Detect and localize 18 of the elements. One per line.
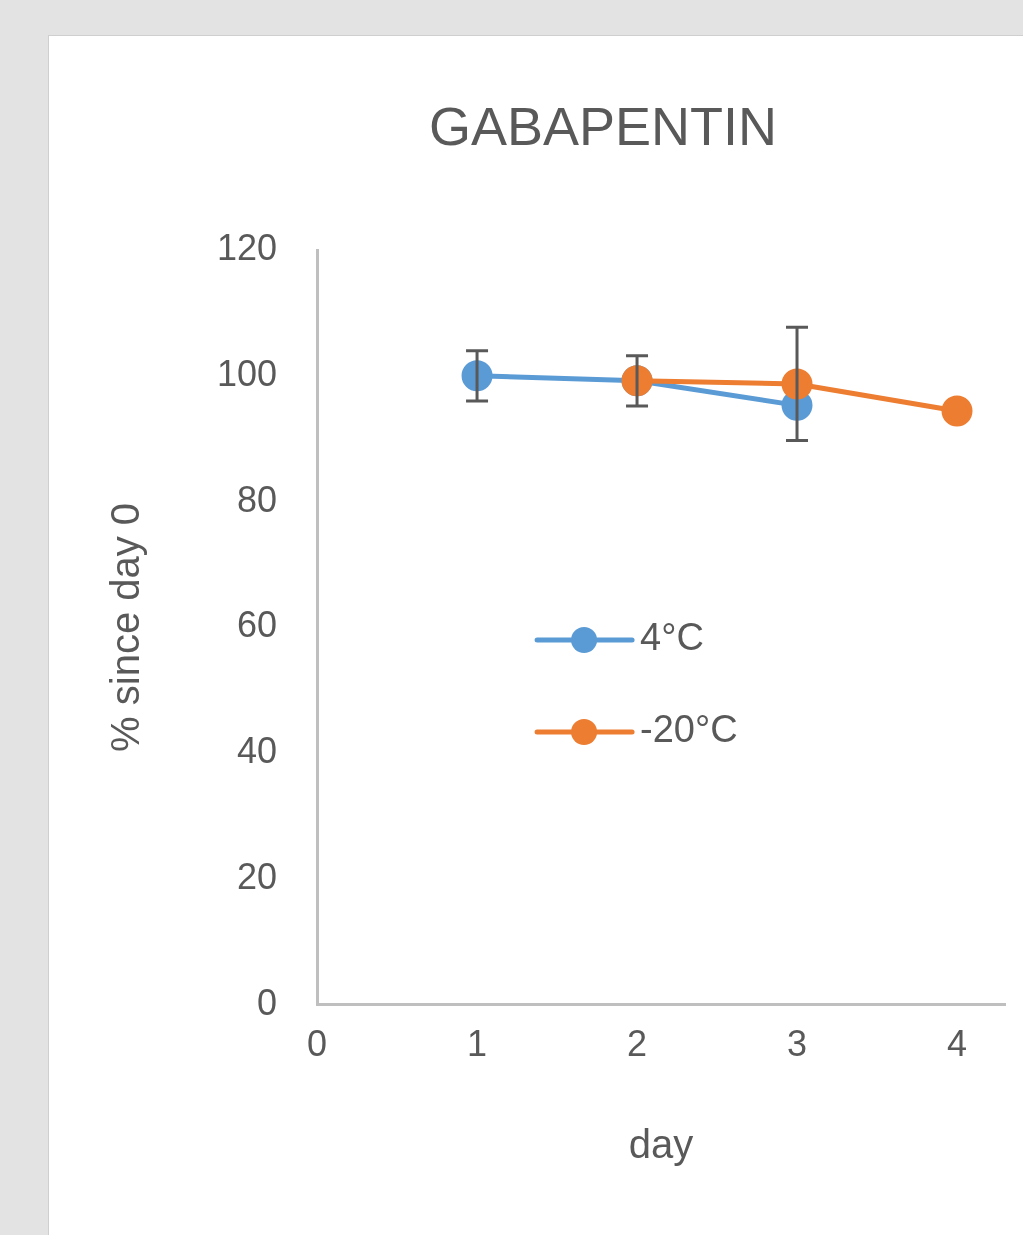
y-tick-label: 120 (216, 226, 278, 268)
y-tick-label: 100 (216, 352, 278, 394)
legend-label: 4°C (640, 616, 704, 659)
point (941, 395, 973, 427)
x-tick-label: 3 (787, 1023, 808, 1065)
x-tick-label: 0 (307, 1023, 328, 1065)
chart-title: GABAPENTIN (427, 95, 779, 157)
x-tick-label: 4 (946, 1023, 968, 1065)
x-axis-title: day (628, 1122, 694, 1167)
y-tick-label: 40 (237, 730, 278, 772)
y-tick-label: 0 (257, 981, 278, 1023)
y-tick-label: 20 (237, 855, 278, 897)
y-tick-label: 60 (237, 604, 278, 646)
y-axis-title: % since day 0 (103, 502, 148, 752)
y-tick-label: 80 (237, 478, 278, 520)
legend-label: -20°C (640, 708, 738, 751)
x-tick-label: 1 (467, 1023, 488, 1065)
x-tick-label: 2 (627, 1023, 648, 1065)
